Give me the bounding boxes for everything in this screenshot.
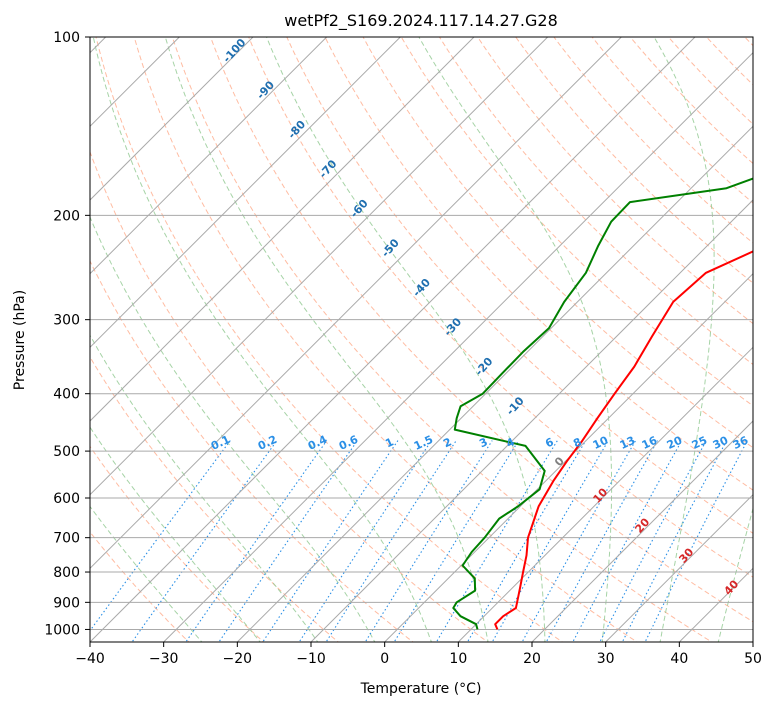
mixing-ratio-line <box>491 440 609 642</box>
x-tick-label: 20 <box>523 651 541 667</box>
plot-background <box>90 37 753 642</box>
dry-adiabat <box>209 37 753 623</box>
isotherm <box>90 37 401 349</box>
y-axis-title: Pressure (hPa) <box>12 290 28 390</box>
isotherm <box>163 51 753 642</box>
moist-adiabat <box>92 37 432 642</box>
mixing-ratio-line <box>521 440 637 642</box>
y-tick-label: 800 <box>53 565 80 581</box>
y-tick-label: 200 <box>53 208 80 224</box>
dry-adiabat <box>248 37 753 578</box>
dry-adiabat <box>171 37 713 642</box>
mixing-ratio-line <box>298 440 432 642</box>
isotherm <box>384 272 753 642</box>
dry-adiabat <box>90 150 489 642</box>
isotherm <box>90 37 328 275</box>
dry-adiabat <box>133 37 638 642</box>
isotherm <box>236 125 753 642</box>
dry-adiabat <box>400 37 753 407</box>
grid-lines <box>90 37 753 642</box>
mixing-ratio-line <box>325 440 457 642</box>
x-axis: −40 −30 −20 −10 0 10 20 30 40 50 <box>75 642 762 667</box>
y-tick-label: 700 <box>53 531 80 547</box>
mixing-ratio-line <box>599 440 707 642</box>
isotherm <box>90 37 475 422</box>
mixing-ratio-line <box>185 440 328 642</box>
mixing-ratio-line <box>262 440 399 642</box>
x-tick-label: 50 <box>744 651 762 667</box>
mixing-ratio-label: 16 <box>640 434 660 452</box>
dry-adiabat <box>90 531 190 642</box>
isotherm <box>310 199 753 642</box>
isotherm <box>90 37 622 570</box>
mixing-ratio-label: 10 <box>591 434 611 452</box>
y-tick-label: 400 <box>53 387 80 403</box>
isotherm <box>605 493 753 642</box>
x-axis-title: Temperature (°C) <box>360 681 482 697</box>
y-tick-label: 500 <box>53 444 80 460</box>
moist-adiabat <box>90 426 261 642</box>
x-tick-label: 40 <box>670 651 688 667</box>
y-axis: 100 200 300 400 500 600 700 800 900 1000 <box>44 30 90 638</box>
mixing-ratio-line <box>435 440 558 642</box>
mixing-ratio-label: 13 <box>618 434 637 452</box>
dry-adiabat <box>286 37 753 534</box>
plot-frame <box>89 36 754 643</box>
dewpoint-line <box>452 177 753 630</box>
x-tick-label: 0 <box>380 651 389 667</box>
x-tick-label: 30 <box>597 651 615 667</box>
mixing-ratio-label: 20 <box>665 434 685 452</box>
isotherm <box>457 346 753 642</box>
isotherm <box>90 37 696 642</box>
isotherm <box>531 420 753 642</box>
x-tick-label: 10 <box>449 651 467 667</box>
mixing-ratio-line <box>621 440 728 642</box>
mixing-ratio-line <box>545 440 659 642</box>
x-tick-label: −30 <box>149 651 179 667</box>
mixing-ratio-label: 25 <box>690 434 709 452</box>
dry-adiabat <box>515 37 753 284</box>
y-tick-label: 600 <box>53 491 80 507</box>
dry-adiabat <box>324 37 753 491</box>
y-tick-label: 100 <box>53 30 80 46</box>
dry-adiabat <box>438 37 753 366</box>
y-tick-label: 300 <box>53 313 80 329</box>
x-tick-label: −10 <box>296 651 326 667</box>
sounding-profiles <box>452 177 753 630</box>
isotherm <box>90 37 254 201</box>
x-tick-label: −20 <box>223 651 253 667</box>
mixing-ratio-line <box>572 440 683 642</box>
mixing-ratio-label: 36 <box>731 434 751 452</box>
temperature-line <box>494 250 753 630</box>
x-tick-label: −40 <box>75 651 105 667</box>
dry-adiabat <box>95 37 564 642</box>
dry-adiabat <box>90 356 340 642</box>
chart-title: wetPf2_S169.2024.117.14.27.G28 <box>284 11 558 31</box>
y-tick-label: 1000 <box>44 622 80 638</box>
y-tick-label: 900 <box>53 595 80 611</box>
mixing-ratio-line <box>364 440 493 642</box>
mixing-ratio-label: 30 <box>711 434 731 452</box>
isotherm <box>90 37 549 496</box>
mixing-ratio-line <box>131 440 278 642</box>
